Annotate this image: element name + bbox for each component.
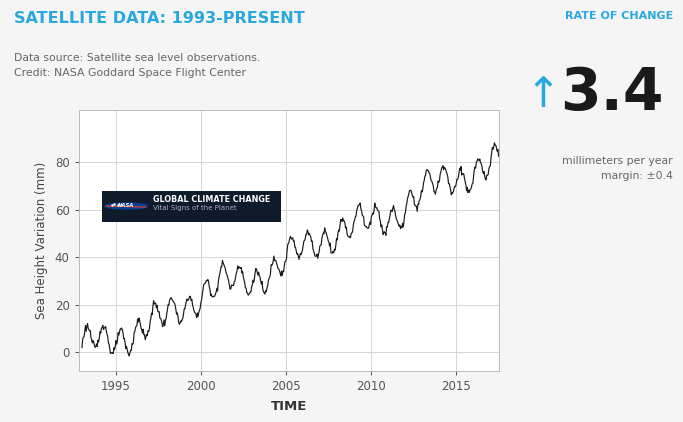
Text: SATELLITE DATA: 1993-PRESENT: SATELLITE DATA: 1993-PRESENT (14, 11, 305, 26)
Text: margin: ±0.4: margin: ±0.4 (601, 171, 673, 181)
Y-axis label: Sea Height Variation (mm): Sea Height Variation (mm) (35, 162, 48, 319)
Polygon shape (106, 206, 146, 208)
Circle shape (105, 203, 148, 209)
Text: Vital Signs of the Planet: Vital Signs of the Planet (154, 205, 237, 211)
Text: NASA: NASA (118, 203, 135, 208)
Text: 3.4: 3.4 (560, 65, 664, 122)
Text: millimeters per year: millimeters per year (562, 156, 673, 166)
X-axis label: TIME: TIME (270, 400, 307, 413)
Text: RATE OF CHANGE: RATE OF CHANGE (565, 11, 673, 21)
Text: Credit: NASA Goddard Space Flight Center: Credit: NASA Goddard Space Flight Center (14, 68, 246, 78)
FancyBboxPatch shape (102, 191, 281, 222)
Text: Data source: Satellite sea level observations.: Data source: Satellite sea level observa… (14, 53, 260, 63)
Text: GLOBAL CLIMATE CHANGE: GLOBAL CLIMATE CHANGE (154, 195, 270, 204)
Text: ↑: ↑ (526, 74, 561, 116)
